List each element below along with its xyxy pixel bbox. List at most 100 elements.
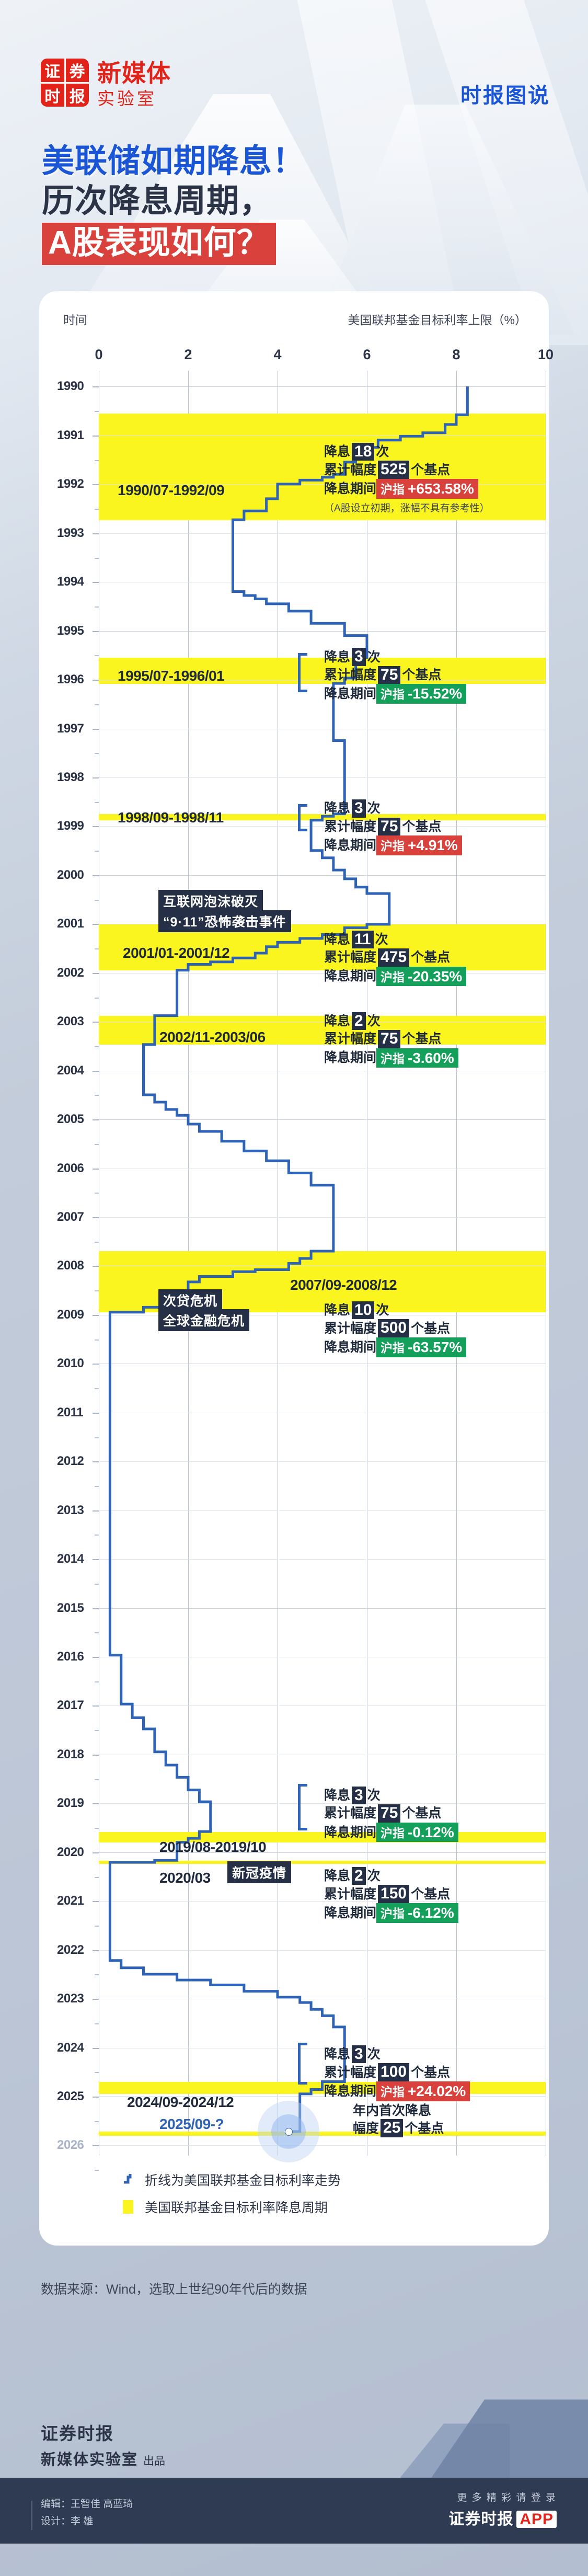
cycle-cut-count-row: 降息 11 次 bbox=[324, 930, 466, 949]
footer-cta[interactable]: 更 多 精 彩 请 登 录 证券时报 APP bbox=[448, 2490, 557, 2529]
cut-count-value: 3 bbox=[352, 648, 366, 666]
x-axis-title: 美国联邦基金目标利率上限（%） bbox=[348, 313, 527, 327]
cycle-amount-row: 累计幅度 150 个基点 bbox=[324, 1885, 458, 1903]
y-tick-mark-minor bbox=[95, 1143, 99, 1145]
performance-badge: 沪指 -3.60% bbox=[376, 1048, 458, 1068]
latest-amount-row: 幅度 25 个基点 bbox=[353, 2119, 444, 2137]
performance-label: 降息期间 bbox=[324, 1905, 377, 1920]
y-tick-label: 2015 bbox=[57, 1600, 84, 1615]
cycle-period-label: 2020/03 bbox=[159, 1869, 211, 1886]
y-tick-mark bbox=[93, 1412, 99, 1414]
y-gridline bbox=[99, 1901, 546, 1902]
cut-cycle-band bbox=[99, 2082, 546, 2094]
y-tick-label: 1999 bbox=[57, 819, 84, 833]
performance-badge: 沪指 +24.02% bbox=[376, 2081, 470, 2101]
footer-divider bbox=[31, 2501, 32, 2531]
y-tick-mark-minor bbox=[95, 753, 99, 754]
y-tick-mark-minor bbox=[95, 2072, 99, 2074]
x-tick-label: 0 bbox=[95, 347, 103, 363]
y-tick-label: 2006 bbox=[57, 1161, 84, 1175]
performance-label: 降息期间 bbox=[324, 1050, 377, 1066]
y-gridline bbox=[99, 826, 546, 827]
y-tick-mark-minor bbox=[95, 1925, 99, 1927]
y-tick-mark bbox=[93, 924, 99, 925]
amount-unit: 个基点 bbox=[402, 819, 442, 834]
amount-value: 475 bbox=[378, 948, 410, 967]
legend-row-line: 折线为美国联邦基金目标利率走势 bbox=[123, 2170, 549, 2189]
cut-count-label: 降息 bbox=[324, 1788, 351, 1803]
step-line-icon bbox=[123, 2173, 136, 2186]
y-gridline bbox=[99, 533, 546, 534]
index-name: 沪指 bbox=[381, 839, 405, 853]
cut-count-label: 降息 bbox=[324, 444, 351, 460]
performance-value: -20.35% bbox=[408, 968, 463, 984]
event-tag: 互联网泡沫破灭 bbox=[158, 889, 263, 912]
performance-badge: 沪指 +653.58% bbox=[376, 478, 478, 499]
y-tick-mark-minor bbox=[95, 1681, 99, 1682]
logo-cell-3: 时 bbox=[41, 83, 64, 107]
y-tick-label: 2021 bbox=[57, 1894, 84, 1908]
event-tag: 全球金融危机 bbox=[158, 1309, 250, 1331]
y-tick-mark bbox=[93, 1314, 99, 1316]
y-tick-mark bbox=[93, 1364, 99, 1365]
index-name: 沪指 bbox=[381, 1906, 405, 1920]
footer-cta-line2: 证券时报 bbox=[448, 2511, 514, 2528]
footer-cta-app: APP bbox=[516, 2511, 557, 2528]
y-tick-label: 2009 bbox=[57, 1307, 84, 1322]
cut-count-label: 降息 bbox=[324, 932, 351, 947]
cut-count-unit: 次 bbox=[376, 1303, 389, 1318]
range-brace bbox=[298, 1783, 307, 1830]
y-gridline bbox=[99, 1705, 546, 1707]
cycle-performance-row: 降息期间 沪指 -3.60% bbox=[324, 1048, 458, 1068]
performance-value: -15.52% bbox=[408, 685, 463, 702]
cycle-cut-count-row: 降息 3 次 bbox=[324, 799, 462, 818]
y-tick-mark bbox=[93, 1657, 99, 1658]
y-tick-label: 2005 bbox=[57, 1112, 84, 1127]
y-gridline bbox=[99, 972, 546, 974]
y-tick-mark-minor bbox=[95, 1632, 99, 1634]
y-tick-mark bbox=[93, 2097, 99, 2098]
y-tick-label: 2017 bbox=[57, 1698, 84, 1713]
y-tick-mark-minor bbox=[95, 997, 99, 999]
logo-cell-4: 报 bbox=[65, 83, 89, 107]
y-tick-mark-minor bbox=[95, 1583, 99, 1585]
y-tick-mark-minor bbox=[95, 1535, 99, 1536]
x-tick-label: 4 bbox=[273, 347, 282, 363]
cycle-annotation: 降息 2 次累计幅度 150 个基点 降息期间 沪指 -6.12% bbox=[324, 1867, 458, 1923]
amount-label: 累计幅度 bbox=[324, 668, 377, 683]
cycle-annotation: 降息 10 次累计幅度 500 个基点 降息期间 沪指 -63.57% bbox=[324, 1301, 467, 1357]
y-tick-mark bbox=[93, 1852, 99, 1853]
title-line-2: 历次降息周期， bbox=[42, 182, 273, 219]
performance-badge: 沪指 +4.91% bbox=[376, 835, 462, 855]
y-gridline bbox=[99, 1608, 546, 1609]
performance-badge: 沪指 -20.35% bbox=[376, 966, 467, 987]
legend-label-band: 美国联邦基金目标利率降息周期 bbox=[145, 2201, 328, 2216]
performance-label: 降息期间 bbox=[324, 1339, 377, 1355]
y-tick-label: 2018 bbox=[57, 1747, 84, 1761]
y-tick-mark-minor bbox=[95, 1437, 99, 1438]
y-tick-mark-minor bbox=[95, 2170, 99, 2171]
cycle-performance-row: 降息期间 沪指 -0.12% bbox=[324, 1822, 458, 1842]
latest-headline: 年内首次降息 bbox=[353, 2103, 432, 2119]
logo-cell-2: 券 bbox=[65, 59, 89, 82]
footer-brand-line2: 新媒体实验室 bbox=[41, 2452, 139, 2469]
cycle-annotation: 降息 2 次累计幅度 75 个基点 降息期间 沪指 -3.60% bbox=[324, 1012, 458, 1068]
cycle-performance-row: 降息期间 沪指 -63.57% bbox=[324, 1337, 467, 1357]
latest-cut-annotation: 年内首次降息 幅度 25 个基点 bbox=[353, 2102, 444, 2137]
cycle-amount-row: 累计幅度 75 个基点 bbox=[324, 1030, 458, 1048]
cycle-amount-row: 累计幅度 75 个基点 bbox=[324, 666, 466, 684]
y-tick-label: 2026 bbox=[57, 2138, 84, 2153]
cut-count-value: 3 bbox=[352, 799, 366, 818]
cut-count-label: 降息 bbox=[324, 1303, 351, 1318]
x-tick-label: 10 bbox=[537, 347, 554, 363]
y-gridline bbox=[99, 777, 546, 778]
y-gridline bbox=[99, 1803, 546, 1804]
latest-amount-value: 25 bbox=[381, 2119, 403, 2137]
amount-label: 累计幅度 bbox=[324, 1806, 377, 1821]
y-tick-mark bbox=[93, 1803, 99, 1805]
cycle-period-label: 2001/01-2001/12 bbox=[123, 944, 230, 961]
y-tick-mark bbox=[93, 582, 99, 583]
footer-brand-line1: 证券时报 bbox=[41, 2424, 114, 2444]
y-tick-label: 2010 bbox=[57, 1356, 84, 1371]
